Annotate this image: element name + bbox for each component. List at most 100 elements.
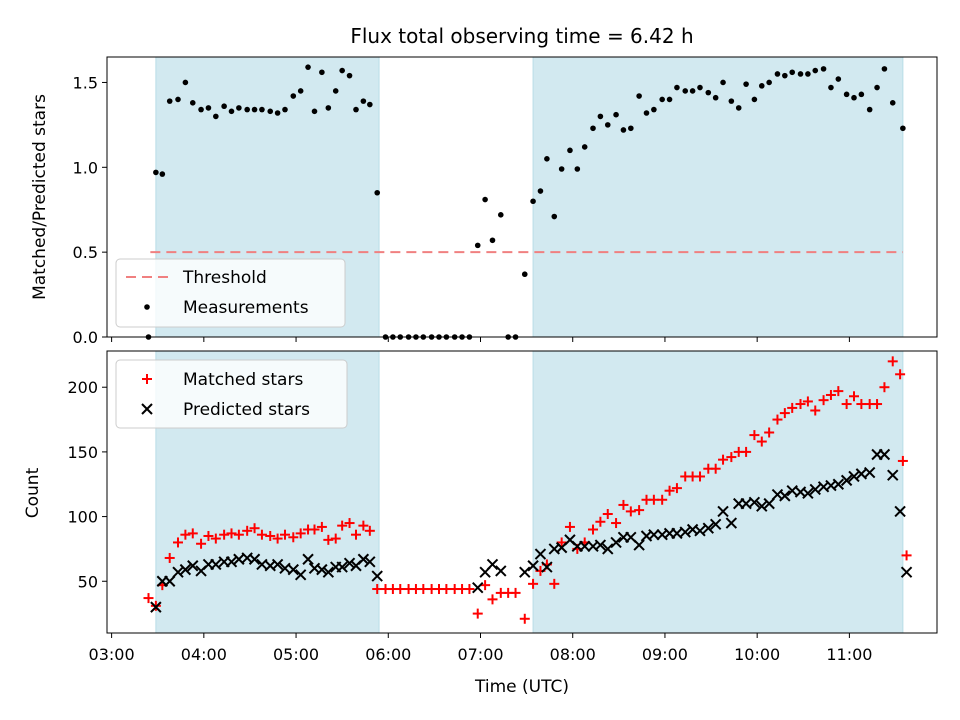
- measurement-point: [828, 84, 834, 91]
- measurement-point: [489, 237, 496, 244]
- predicted-star-point: [225, 556, 238, 568]
- matched-star-point: [519, 613, 530, 624]
- measurement-point: [551, 213, 558, 220]
- measurement-point: [537, 188, 544, 194]
- x-marker-b: [756, 500, 768, 512]
- x-marker-b: [702, 522, 714, 534]
- x-marker-b: [887, 469, 899, 481]
- matched-star-point: [180, 529, 191, 540]
- matched-star-point: [316, 521, 327, 532]
- x-marker-b: [855, 468, 868, 480]
- x-marker-b: [740, 497, 752, 510]
- matched-star-point: [810, 405, 821, 416]
- measurement-point: [474, 242, 481, 249]
- x-marker-b: [763, 497, 775, 510]
- matched-star-point: [657, 494, 668, 505]
- x-marker-b: [817, 481, 830, 493]
- measurement-point: [267, 108, 274, 115]
- measurement-point: [858, 91, 865, 98]
- measurement-point: [666, 96, 673, 103]
- matched-star-point: [256, 529, 267, 540]
- predicted-star-point: [294, 569, 307, 581]
- matched-star-point: [364, 525, 375, 536]
- x-marker-b: [802, 487, 814, 500]
- x-marker-b: [602, 543, 614, 555]
- x-marker-b: [187, 560, 199, 572]
- matched-star-point: [351, 529, 361, 540]
- matched-star-point: [849, 391, 859, 402]
- predicted-star-point: [610, 536, 622, 549]
- x-marker-b: [336, 561, 348, 573]
- bottom-panel: 50 100 150 200 03:00 04:00 05:00 06:00 07:00 08:…: [23, 350, 938, 697]
- shaded-interval: [532, 350, 904, 634]
- top-x-ticks: [111, 337, 850, 342]
- measurement-point: [221, 103, 227, 110]
- measurement-point: [651, 106, 657, 113]
- matched-star-point: [772, 414, 783, 425]
- predicted-star-point: [316, 563, 328, 576]
- predicted-star-point: [371, 570, 383, 582]
- predicted-star-point: [179, 563, 192, 576]
- x-marker-b: [343, 557, 356, 569]
- measurement-point: [360, 98, 367, 104]
- y-tick-label: 0.5: [73, 243, 98, 262]
- predicted-star-point: [534, 548, 547, 560]
- matched-star-point: [872, 399, 883, 410]
- x-tick-label: 06:00: [365, 645, 411, 664]
- matched-star-point: [279, 529, 290, 540]
- matched-star-point: [472, 608, 483, 619]
- measurement-point: [228, 108, 235, 115]
- measurement-point: [720, 79, 726, 86]
- matched-star-point: [143, 593, 154, 604]
- x-marker-b: [364, 556, 376, 568]
- measurement-point: [236, 105, 242, 111]
- x-marker-b: [656, 528, 668, 541]
- matched-star-point: [897, 455, 908, 466]
- shaded-interval: [532, 56, 904, 338]
- matched-star-point: [756, 436, 767, 447]
- y-tick-label: 50: [78, 572, 98, 591]
- measurement-point: [766, 79, 772, 86]
- x-marker-b: [640, 530, 653, 542]
- x-marker-b: [472, 582, 484, 594]
- measurement-point: [628, 125, 634, 132]
- matched-star-point: [464, 584, 475, 595]
- measurement-point: [636, 93, 642, 99]
- measurement-point: [274, 110, 281, 116]
- x-marker-b: [519, 566, 531, 578]
- matched-star-point: [272, 533, 283, 544]
- predicted-star-point: [486, 558, 499, 571]
- predicted-star-point: [519, 566, 531, 578]
- measurement-point: [558, 166, 565, 172]
- matched-star-point: [802, 396, 813, 407]
- measurement-point: [497, 212, 504, 218]
- top-legend: Threshold Measurements: [115, 258, 346, 328]
- predicted-star-point: [472, 582, 484, 594]
- x-marker-b: [717, 505, 729, 518]
- predicted-star-point: [748, 496, 761, 509]
- measurement-point: [735, 105, 742, 111]
- x-marker-b: [894, 505, 906, 518]
- measurement-point: [881, 66, 888, 72]
- legend-measurements-label: Measurements: [183, 298, 309, 318]
- x-marker-b: [725, 517, 738, 529]
- predicted-star-point: [832, 478, 845, 490]
- y-tick-label: 100: [67, 508, 98, 527]
- matched-star-point: [549, 578, 560, 589]
- measurement-point: [705, 89, 712, 96]
- predicted-star-point: [878, 448, 891, 461]
- x-tick-label: 10:00: [734, 645, 780, 664]
- matched-star-point: [242, 525, 253, 536]
- x-marker-b: [748, 496, 761, 509]
- legend-predicted-marker: [141, 403, 153, 415]
- measurement-point: [166, 98, 173, 104]
- measurement-point: [205, 105, 212, 111]
- measurement-point: [353, 106, 359, 113]
- top-plot-frame: [106, 56, 938, 338]
- matched-star-point: [330, 533, 341, 544]
- measurement-point: [758, 83, 765, 89]
- measurement-point: [774, 71, 781, 77]
- matched-star-point: [344, 518, 355, 529]
- predicted-star-point: [248, 553, 261, 565]
- x-marker-b: [863, 466, 876, 479]
